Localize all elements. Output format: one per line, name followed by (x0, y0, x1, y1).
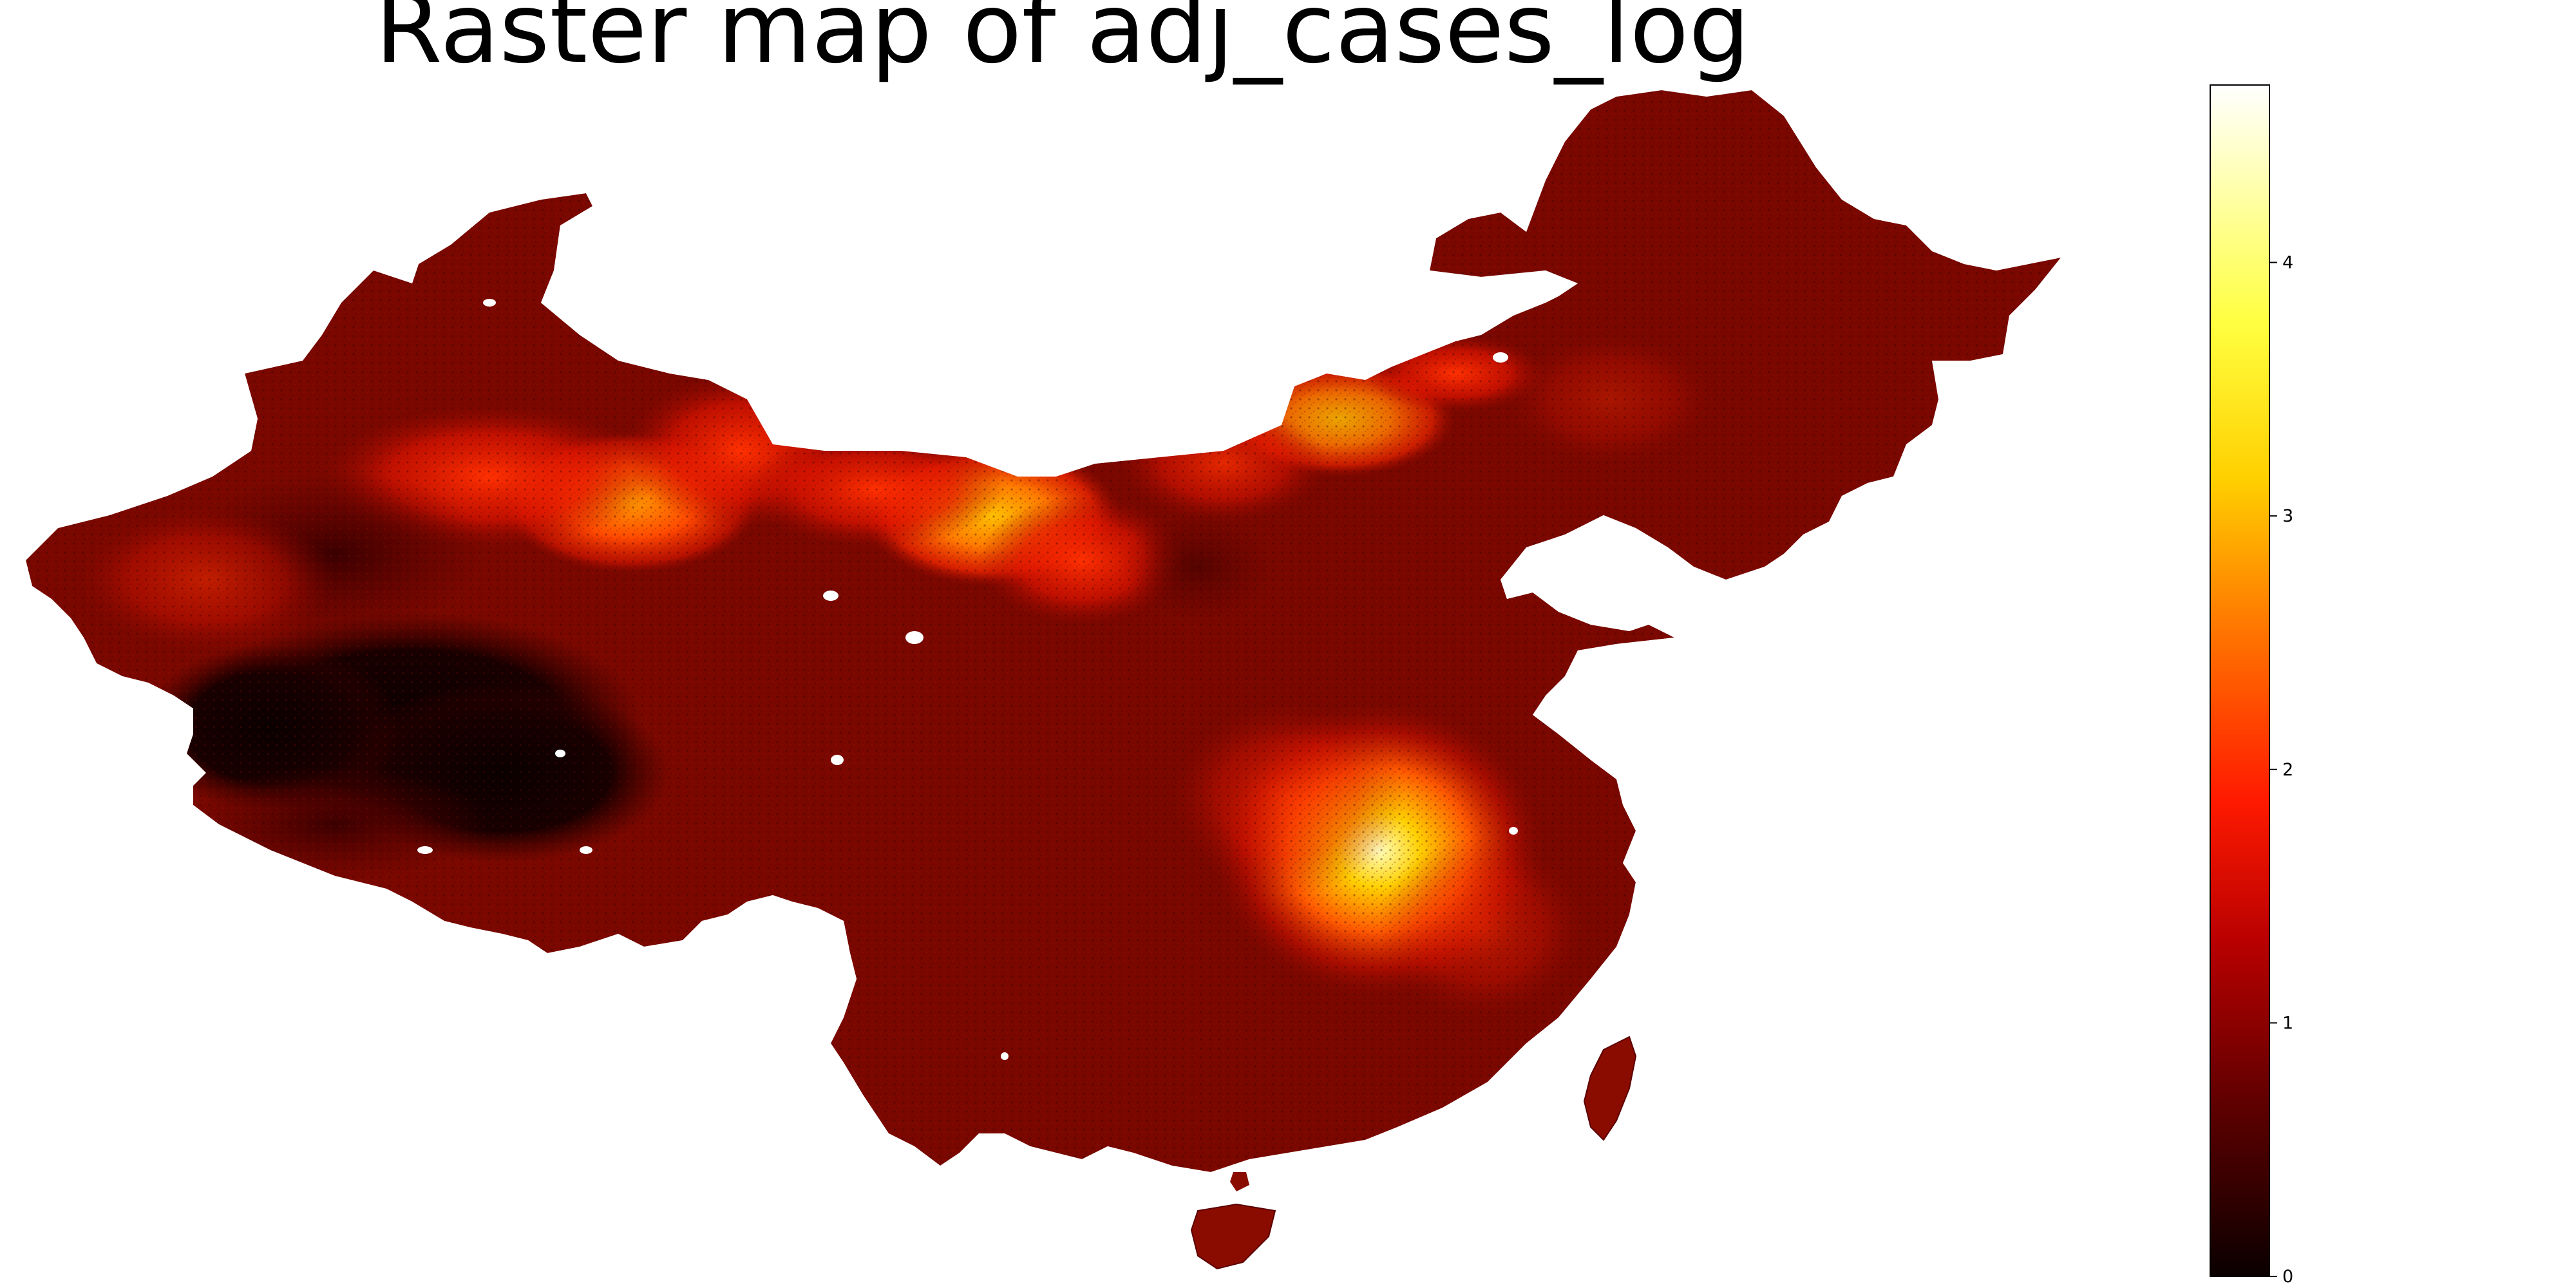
no-data-holes (417, 299, 1654, 1060)
colorbar-ticks: 0 1 2 3 4 (2269, 253, 2293, 1287)
map-title: Raster map of adj_cases_log (375, 0, 1750, 85)
colorbar-tick-label: 4 (2282, 253, 2293, 273)
taiwan-island (1583, 1036, 1637, 1141)
hainan-island (1190, 1203, 1276, 1270)
small-island (1230, 1172, 1249, 1191)
colorbar-tick-label: 3 (2282, 506, 2293, 526)
colorbar-tick-label: 2 (2282, 760, 2293, 780)
colorbar-tick-label: 1 (2282, 1013, 2293, 1033)
colorbar-gradient (2210, 84, 2270, 1277)
colorbar-tick-label: 0 (2282, 1267, 2293, 1287)
